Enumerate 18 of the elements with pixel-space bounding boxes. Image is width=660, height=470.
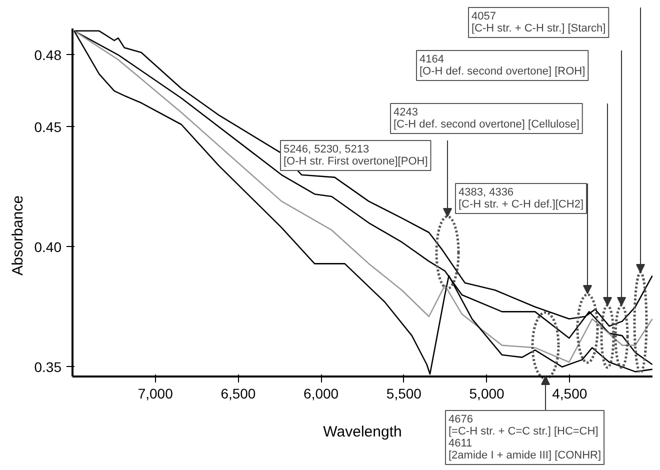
- x-tick-label: 4,500: [552, 386, 588, 402]
- x-axis-title: Wavelength: [323, 424, 402, 440]
- x-tick-label: 5,500: [386, 386, 422, 402]
- text: 4676 [=C-H str. + C=C str.] [HC=CH] 4611 [2amide I + amide III] [CONHR]: [448, 414, 602, 462]
- y-tick-label: 0.45: [34, 118, 62, 135]
- y-axis-title: Absorbance: [9, 195, 26, 276]
- y-tick-label: 0.35: [34, 358, 62, 375]
- annotation: 4057 [C-H str. + C-H str.] [Starch]: [472, 10, 606, 34]
- x-tick-label: 7,000: [138, 386, 174, 402]
- annotation: 4243 [C-H def. second overtone] [Cellulose]: [394, 106, 580, 130]
- x-tick-label: 6,000: [304, 386, 339, 402]
- x-tick-label: 5,000: [469, 386, 505, 402]
- x-tick-label: 6,500: [220, 386, 256, 402]
- annotation: 4383, 4336 [C-H str. + C-H def.][CH2]: [458, 186, 584, 210]
- annotation: 4164 [O-H def. second overtone] [ROH]: [420, 54, 586, 78]
- y-tick-label: 0.48: [34, 46, 62, 63]
- y-tick-label: 0.40: [34, 238, 62, 255]
- annotation: 5246, 5230, 5213 [O-H str. First overtone][POH]: [284, 144, 428, 168]
